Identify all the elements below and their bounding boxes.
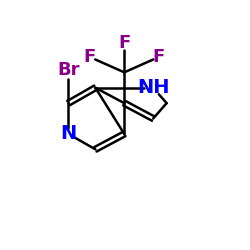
Text: F: F — [153, 48, 165, 66]
Text: F: F — [84, 48, 96, 66]
Text: NH: NH — [137, 78, 170, 97]
Text: F: F — [118, 34, 130, 52]
Text: N: N — [60, 124, 76, 144]
Text: Br: Br — [57, 62, 80, 80]
